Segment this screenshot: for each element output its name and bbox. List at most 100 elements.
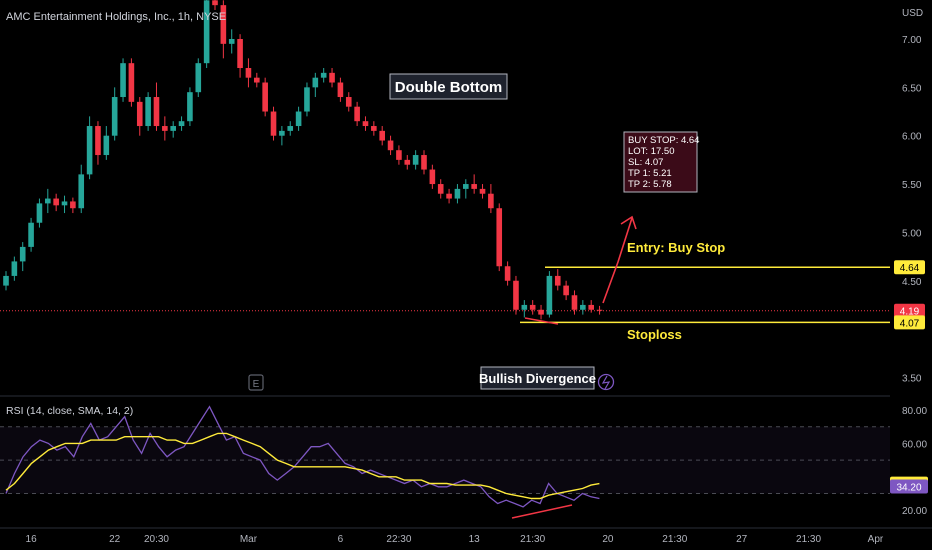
time-tick: 6 (338, 534, 344, 545)
time-tick: 20 (602, 534, 614, 545)
candle (145, 92, 151, 131)
axes: AMC Entertainment Holdings, Inc., 1h, NY… (0, 8, 932, 545)
rsi-tick: 60.00 (902, 439, 927, 450)
candle (320, 68, 327, 83)
candle (203, 0, 210, 69)
candle (111, 87, 118, 141)
trade-box-line: TP 1: 5.21 (628, 168, 672, 179)
price-tick: 4.50 (902, 277, 922, 288)
rsi-badge (890, 479, 928, 494)
price-tick: 3.50 (902, 373, 922, 384)
candle (195, 58, 202, 98)
candle (228, 29, 235, 54)
candle (437, 179, 444, 199)
trade-box[interactable] (623, 131, 698, 193)
candle (270, 106, 277, 141)
price-tick: 7.00 (902, 35, 922, 46)
candle (538, 304, 544, 320)
annotations: Double Bottom Bullish Divergence Entry: Bu… (248, 73, 725, 391)
candle (45, 188, 51, 214)
candle (463, 179, 469, 199)
entry-label: Entry: Buy Stop (627, 240, 725, 255)
earnings-icon[interactable] (248, 374, 264, 391)
rsi-tick: 20.00 (902, 506, 927, 517)
candle (3, 271, 9, 291)
price-tick: 6.00 (902, 132, 922, 143)
candle (471, 174, 477, 194)
entry-arrow (602, 217, 633, 304)
arrow-head-icon (620, 215, 637, 230)
candle (120, 58, 126, 102)
rsi-title: RSI (14, close, SMA, 14, 2) (6, 405, 133, 417)
price-badge-label: 4.64 (900, 263, 920, 274)
candle (588, 300, 594, 313)
candle (11, 256, 18, 281)
time-tick: 27 (736, 534, 748, 545)
candle (19, 242, 26, 272)
candle (496, 203, 503, 272)
candle (237, 34, 243, 78)
time-tick: 22:30 (386, 534, 411, 545)
rsi-divergence-line (511, 504, 573, 519)
candle (295, 106, 302, 131)
candle (153, 82, 160, 131)
time-tick: 21:30 (662, 534, 687, 545)
candle (563, 280, 569, 301)
divergence-label-box[interactable] (480, 366, 595, 390)
candle (454, 184, 461, 204)
candle (479, 184, 486, 199)
candle (446, 188, 452, 204)
candle (337, 77, 344, 102)
candle (404, 155, 411, 170)
candle (521, 300, 528, 318)
candle (596, 305, 603, 315)
candle (571, 290, 578, 315)
candle (187, 87, 193, 127)
earnings-label: E (253, 379, 260, 390)
candle (220, 0, 227, 59)
level-lines (0, 266, 890, 324)
rsi-badge-label: 34.20 (896, 482, 921, 493)
time-tick: 21:30 (796, 534, 821, 545)
candle (429, 164, 436, 189)
pattern-label: Double Bottom (395, 79, 502, 96)
time-tick: 13 (469, 534, 481, 545)
price-tick: 6.50 (902, 83, 922, 94)
chart-title: AMC Entertainment Holdings, Inc., 1h, NY… (6, 11, 226, 23)
candle (354, 101, 360, 127)
stoploss-label: Stoploss (627, 327, 682, 342)
candle (504, 261, 511, 286)
candle (70, 197, 76, 214)
time-tick: 20:30 (144, 534, 169, 545)
time-tick: Mar (240, 534, 258, 545)
candle (262, 77, 268, 117)
candle (529, 300, 536, 315)
candle (387, 135, 394, 156)
rsi-pane (0, 405, 890, 519)
candle (128, 58, 135, 107)
candle (396, 145, 402, 165)
candle (345, 92, 352, 112)
candle (304, 82, 310, 117)
candle (279, 126, 285, 146)
price-badge (894, 315, 925, 330)
candle (162, 116, 168, 141)
rsi-line (5, 405, 600, 508)
time-tick: Apr (868, 534, 884, 545)
candle (421, 150, 427, 175)
candle (245, 58, 252, 88)
candle (488, 184, 494, 214)
time-tick: 21:30 (520, 534, 545, 545)
rsi-ma-line (5, 432, 600, 500)
price-badge (894, 303, 925, 318)
trade-box-line: TP 2: 5.78 (628, 179, 672, 190)
candle (136, 97, 143, 136)
price-badge (894, 260, 925, 275)
candle (254, 72, 260, 88)
pattern-label-box[interactable] (389, 73, 508, 100)
candle (287, 121, 294, 136)
lightning-icon[interactable] (597, 373, 615, 391)
candle (379, 126, 385, 146)
candle (95, 121, 101, 165)
